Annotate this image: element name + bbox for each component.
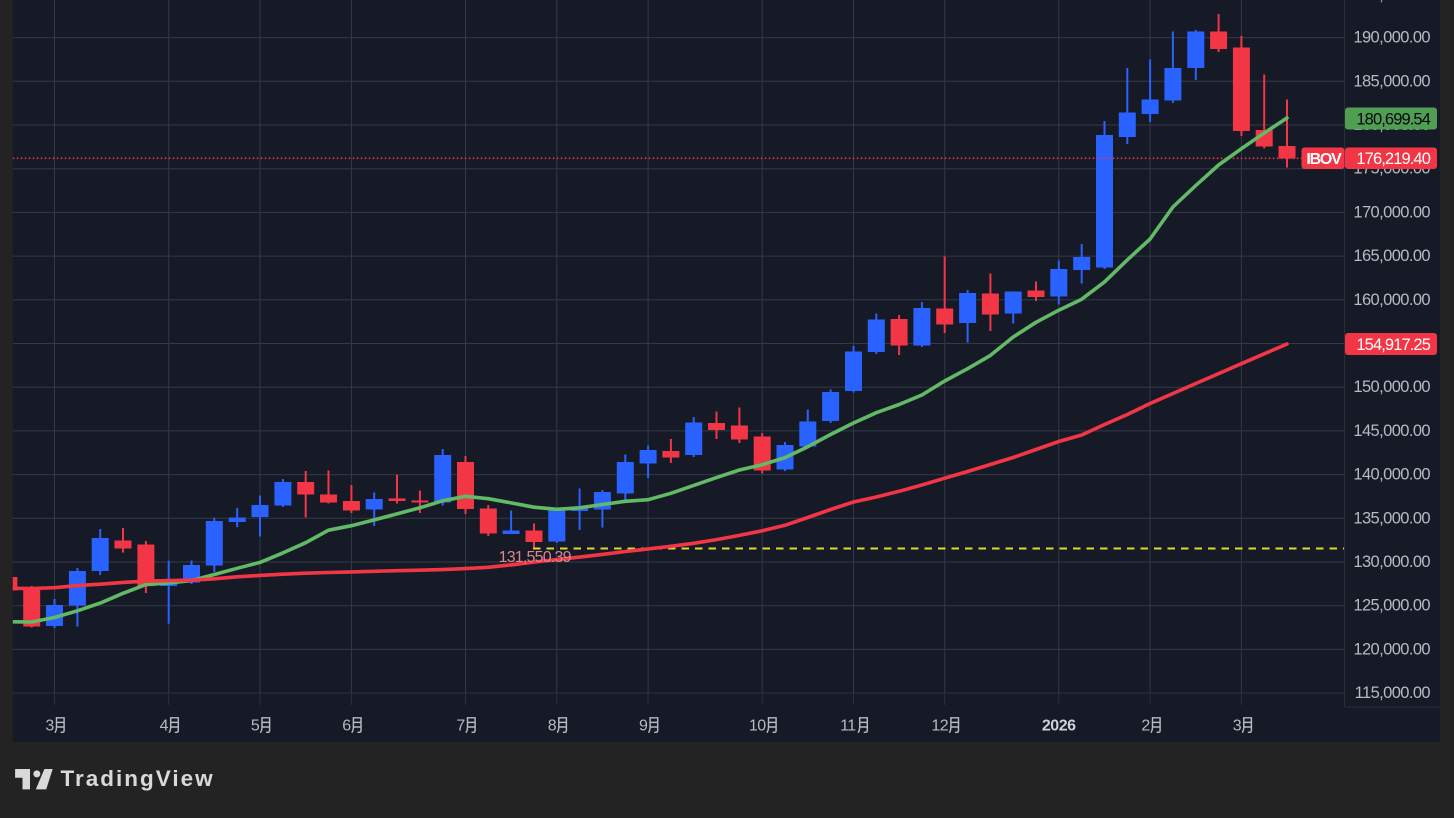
svg-text:2026: 2026 [1042, 718, 1076, 735]
svg-text:135,000.00: 135,000.00 [1353, 509, 1430, 527]
svg-text:130,000.00: 130,000.00 [1353, 553, 1430, 571]
svg-text:160,000.00: 160,000.00 [1353, 291, 1430, 309]
svg-text:4: 4 [160, 718, 169, 735]
svg-text:165,000.00: 165,000.00 [1353, 247, 1430, 265]
svg-text:8: 8 [548, 718, 557, 735]
svg-text:150,000.00: 150,000.00 [1353, 378, 1430, 396]
svg-text:2: 2 [1141, 718, 1150, 735]
svg-text:12: 12 [931, 718, 948, 735]
svg-text:125,000.00: 125,000.00 [1353, 597, 1430, 615]
svg-text:6: 6 [342, 718, 351, 735]
svg-text:115,000.00: 115,000.00 [1355, 684, 1431, 702]
svg-text:154,917.25: 154,917.25 [1356, 336, 1430, 354]
svg-text:TradingView: TradingView [61, 766, 215, 791]
svg-text:7: 7 [456, 718, 465, 735]
svg-text:11: 11 [840, 718, 856, 735]
svg-text:9: 9 [639, 718, 648, 735]
svg-text:176,219.40: 176,219.40 [1356, 150, 1430, 168]
svg-text:185,000.00: 185,000.00 [1353, 72, 1430, 90]
svg-text:145,000.00: 145,000.00 [1353, 422, 1430, 440]
svg-text:180,699.54: 180,699.54 [1356, 110, 1430, 128]
svg-text:3: 3 [1233, 718, 1242, 735]
svg-text:195,000.00: 195,000.00 [1353, 0, 1430, 4]
svg-text:131,550.39: 131,550.39 [499, 549, 572, 566]
svg-text:120,000.00: 120,000.00 [1353, 640, 1430, 658]
svg-text:140,000.00: 140,000.00 [1353, 466, 1430, 484]
svg-text:3: 3 [45, 718, 54, 735]
svg-text:170,000.00: 170,000.00 [1353, 203, 1430, 221]
svg-text:10: 10 [749, 718, 766, 735]
svg-text:190,000.00: 190,000.00 [1353, 29, 1430, 47]
svg-text:IBOV: IBOV [1306, 151, 1342, 168]
svg-text:5: 5 [251, 718, 260, 735]
